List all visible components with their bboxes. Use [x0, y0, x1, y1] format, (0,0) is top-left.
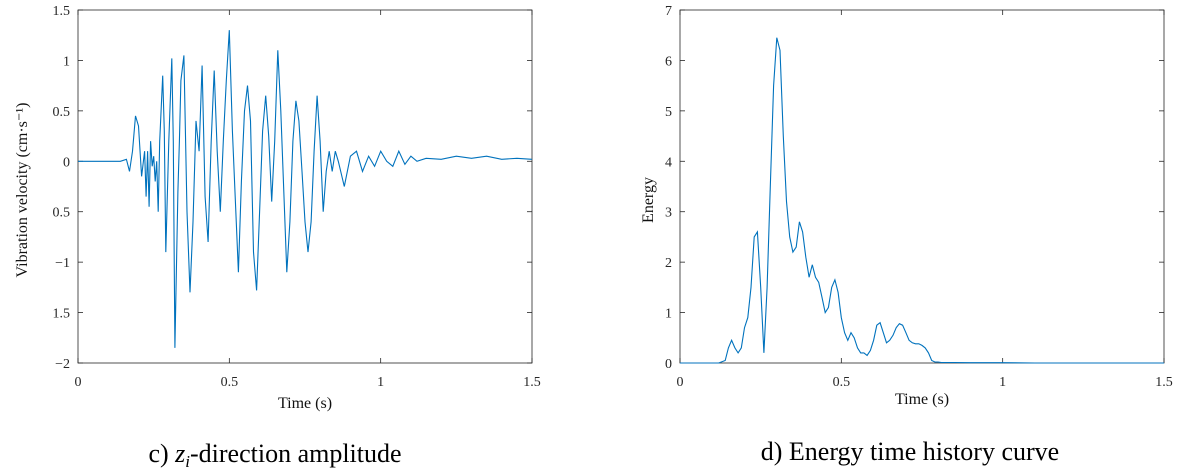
chart-d-xtick-label: 1	[999, 375, 1006, 390]
chart-c-xtick-label: 0.5	[221, 375, 239, 390]
chart-c: −2 1.5 −1 0.5 0 0.5 1 1.5 0 0.5 1 1.5 Time (s) Vib…	[14, 4, 541, 471]
chart-d-axes-box	[679, 9, 1165, 364]
chart-d-ylabel: Energy	[640, 177, 657, 223]
chart-c-xtick-label: 1.5	[523, 375, 541, 390]
chart-c-ytick-label: −1	[55, 256, 70, 271]
chart-c-ylabel: Vibration velocity (cm·s⁻¹)	[14, 103, 31, 278]
chart-d-ytick-label: 5	[665, 105, 672, 120]
chart-c-xtick-label: 1	[377, 375, 384, 390]
chart-c-series-line	[78, 30, 533, 348]
chart-c-ytick-label: 0.5	[53, 105, 71, 120]
chart-c-ytick-label: −2	[55, 357, 70, 372]
chart-d-ytick-label: 7	[665, 4, 672, 19]
chart-d-ytick-label: 1	[665, 307, 672, 322]
chart-c-ytick-label: 1.5	[53, 4, 71, 19]
chart-d-xtick-label: 1.5	[1155, 375, 1173, 390]
chart-c-ytick-label: 1	[63, 54, 70, 69]
chart-d-caption: d) Energy time history curve	[761, 437, 1059, 466]
chart-d-ytick-label: 6	[665, 54, 672, 69]
chart-d-series-line	[680, 37, 1164, 364]
chart-c-axes-box	[77, 9, 533, 364]
chart-c-ytick-label: 0.5	[53, 206, 71, 221]
chart-d-ytick-label: 2	[665, 256, 672, 271]
chart-c-ytick-label: 1.5	[53, 307, 71, 322]
chart-d-xtick-label: 0.5	[833, 375, 851, 390]
chart-c-ytick-label: 0	[63, 155, 70, 170]
chart-c-xtick-label: 0	[75, 375, 82, 390]
chart-d-ytick-label: 4	[665, 155, 672, 170]
chart-d-xlabel: Time (s)	[895, 391, 949, 408]
chart-d: 0 1 2 3 4 5 6 7 0 0.5 1 1.5 Time (s) Energy d) Ene…	[640, 4, 1173, 466]
chart-d-ytick-label: 3	[665, 206, 672, 221]
chart-c-caption: c) zi-direction amplitude	[148, 439, 401, 471]
chart-d-ytick-label: 0	[665, 357, 672, 372]
chart-c-xlabel: Time (s)	[278, 395, 332, 412]
chart-d-xtick-label: 0	[677, 375, 684, 390]
